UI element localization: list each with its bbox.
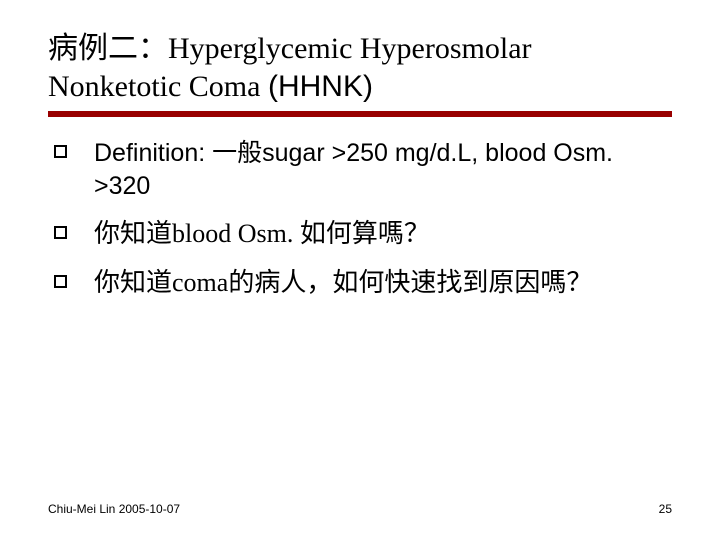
bullet-text-pre: 你知道	[94, 219, 172, 248]
slide-title: 病例二：Hyperglycemic Hyperosmolar Nonketoti…	[48, 30, 672, 105]
bullet-text-norm: blood Osm.	[172, 219, 300, 248]
title-line2-prefix: Nonketotic Coma	[48, 70, 268, 103]
title-abbrev: (HHNK)	[268, 70, 373, 103]
title-prefix: 病例二：	[48, 32, 168, 65]
bullet-square-icon	[54, 145, 67, 158]
bullet-square-icon	[54, 226, 67, 239]
slide: 病例二：Hyperglycemic Hyperosmolar Nonketoti…	[0, 0, 720, 540]
footer-author-date: Chiu-Mei Lin 2005-10-07	[48, 502, 180, 516]
bullet-text: Definition: 一般sugar >250 mg/d.L, blood O…	[94, 139, 613, 200]
slide-footer: Chiu-Mei Lin 2005-10-07 25	[48, 502, 672, 516]
bullet-text-post: 的病人，如何快速找到原因嗎？	[228, 268, 592, 297]
title-line-1: 病例二：Hyperglycemic Hyperosmolar	[48, 30, 672, 68]
bullet-item: 你知道blood Osm. 如何算嗎？	[50, 218, 672, 251]
bullet-square-icon	[54, 275, 67, 288]
bullet-text-post: 如何算嗎？	[300, 219, 430, 248]
title-line-2: Nonketotic Coma (HHNK)	[48, 68, 672, 106]
title-underline-rule	[48, 111, 672, 117]
bullet-text-norm: coma	[172, 268, 228, 297]
bullet-text-pre: 你知道	[94, 268, 172, 297]
title-rest: Hyperglycemic Hyperosmolar	[168, 32, 532, 65]
bullet-item: 你知道coma的病人，如何快速找到原因嗎？	[50, 267, 672, 300]
bullet-item: Definition: 一般sugar >250 mg/d.L, blood O…	[50, 137, 672, 202]
footer-page-number: 25	[659, 502, 672, 516]
bullet-list: Definition: 一般sugar >250 mg/d.L, blood O…	[48, 137, 672, 299]
